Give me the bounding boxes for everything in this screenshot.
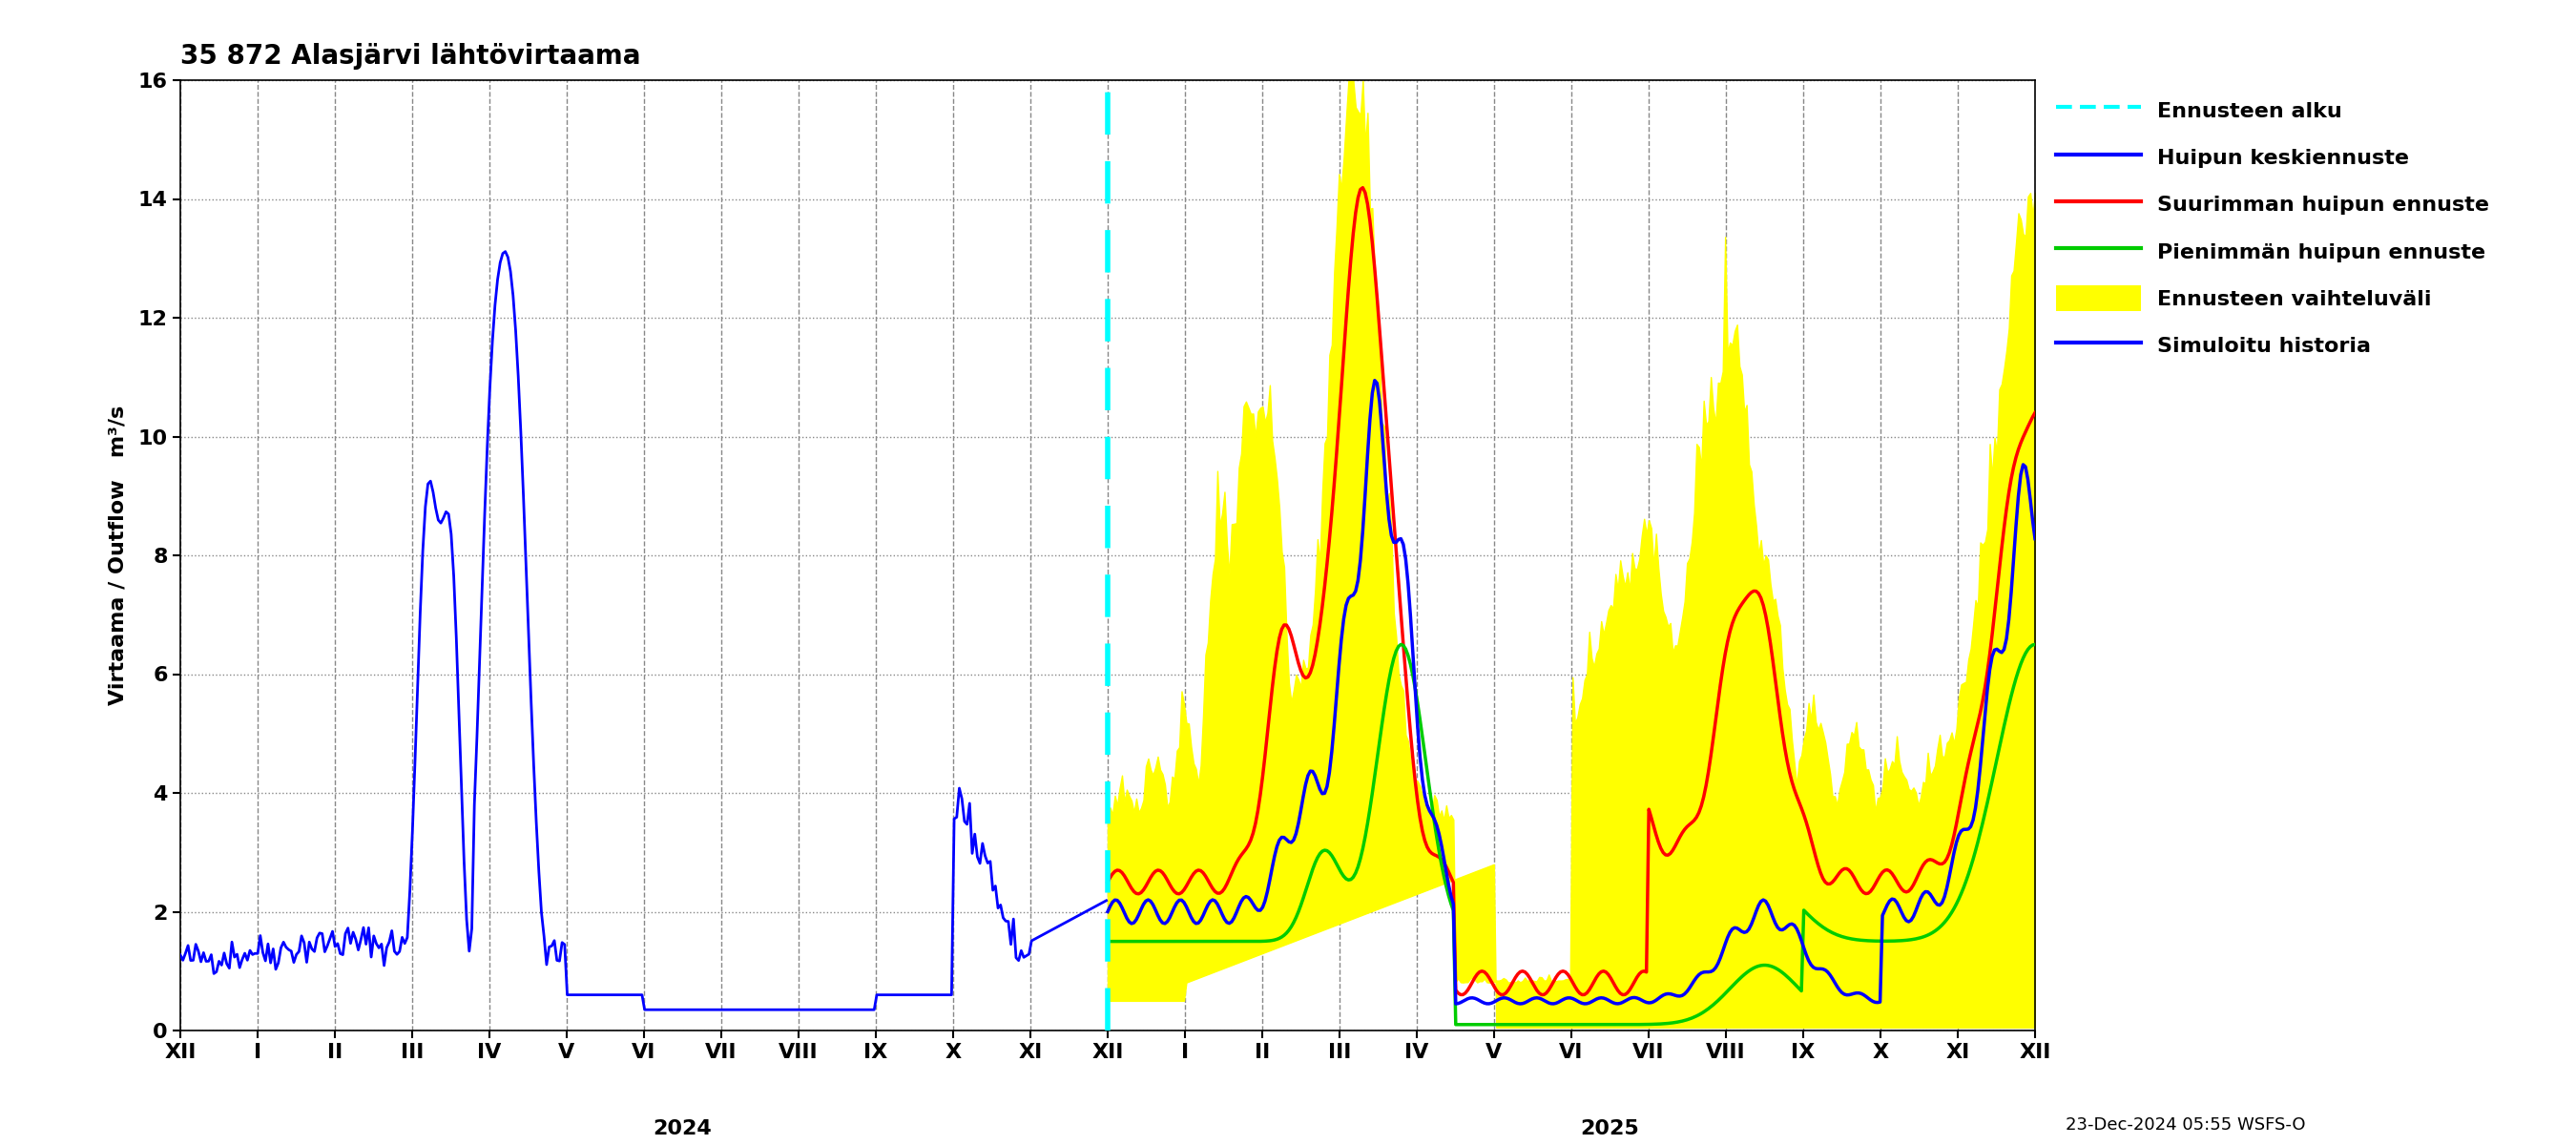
Text: 2024: 2024 [654,1120,711,1138]
Text: 23-Dec-2024 05:55 WSFS-O: 23-Dec-2024 05:55 WSFS-O [2066,1116,2306,1134]
Text: 2025: 2025 [1582,1120,1638,1138]
Text: 35 872 Alasjärvi lähtövirtaama: 35 872 Alasjärvi lähtövirtaama [180,44,641,70]
Legend: Ennusteen alku, Huipun keskiennuste, Suurimman huipun ennuste, Pienimmän huipun : Ennusteen alku, Huipun keskiennuste, Suu… [2050,90,2496,365]
Y-axis label: Virtaama / Outflow   m³/s: Virtaama / Outflow m³/s [108,405,126,705]
